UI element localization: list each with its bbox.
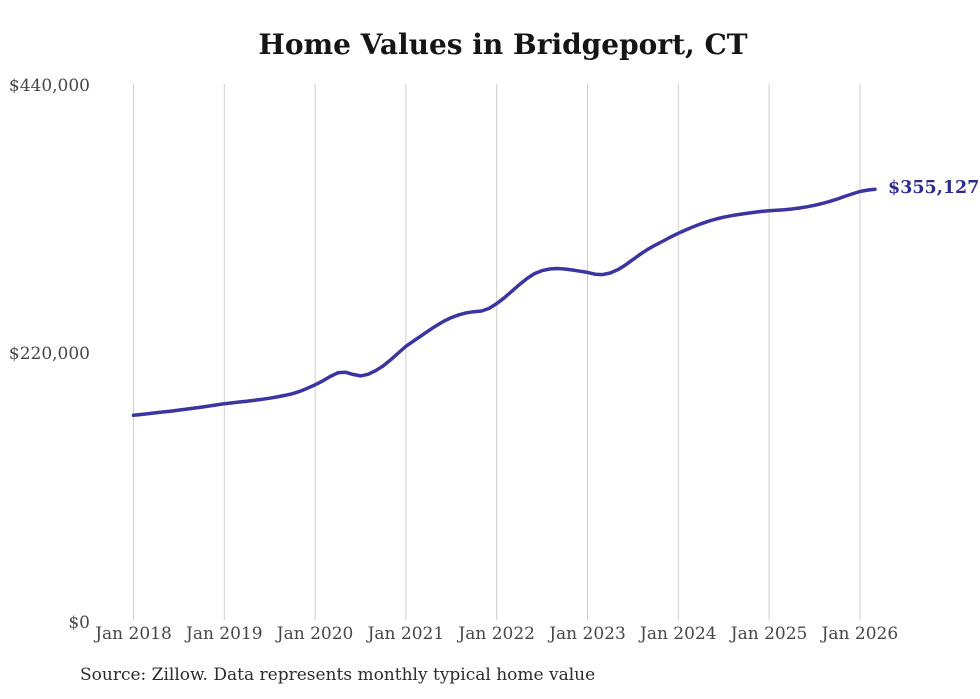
x-axis-tick-label: Jan 2026: [821, 624, 899, 644]
x-axis-tick-label: Jan 2019: [186, 624, 263, 644]
x-axis-tick-label: Jan 2020: [276, 624, 354, 644]
source-note: Source: Zillow. Data represents monthly …: [80, 665, 596, 685]
x-axis-tick-label: Jan 2022: [458, 624, 535, 644]
chart-title: Home Values in Bridgeport, CT: [258, 28, 748, 61]
x-axis-tick-label: Jan 2021: [367, 624, 445, 644]
latest-value-annotation: $355,127: [888, 178, 980, 199]
y-axis-tick-label: $440,000: [8, 75, 90, 96]
y-axis-tick-label: $0: [68, 613, 90, 633]
x-axis-tick-label: Jan 2023: [549, 624, 626, 644]
home-value-line-series: [131, 187, 877, 418]
y-axis-tick-label: $220,000: [8, 344, 90, 365]
x-axis-tick-label: Jan 2018: [95, 624, 172, 644]
x-axis-tick-label: Jan 2024: [640, 624, 717, 644]
x-axis-tick-label: Jan 2025: [730, 624, 808, 644]
